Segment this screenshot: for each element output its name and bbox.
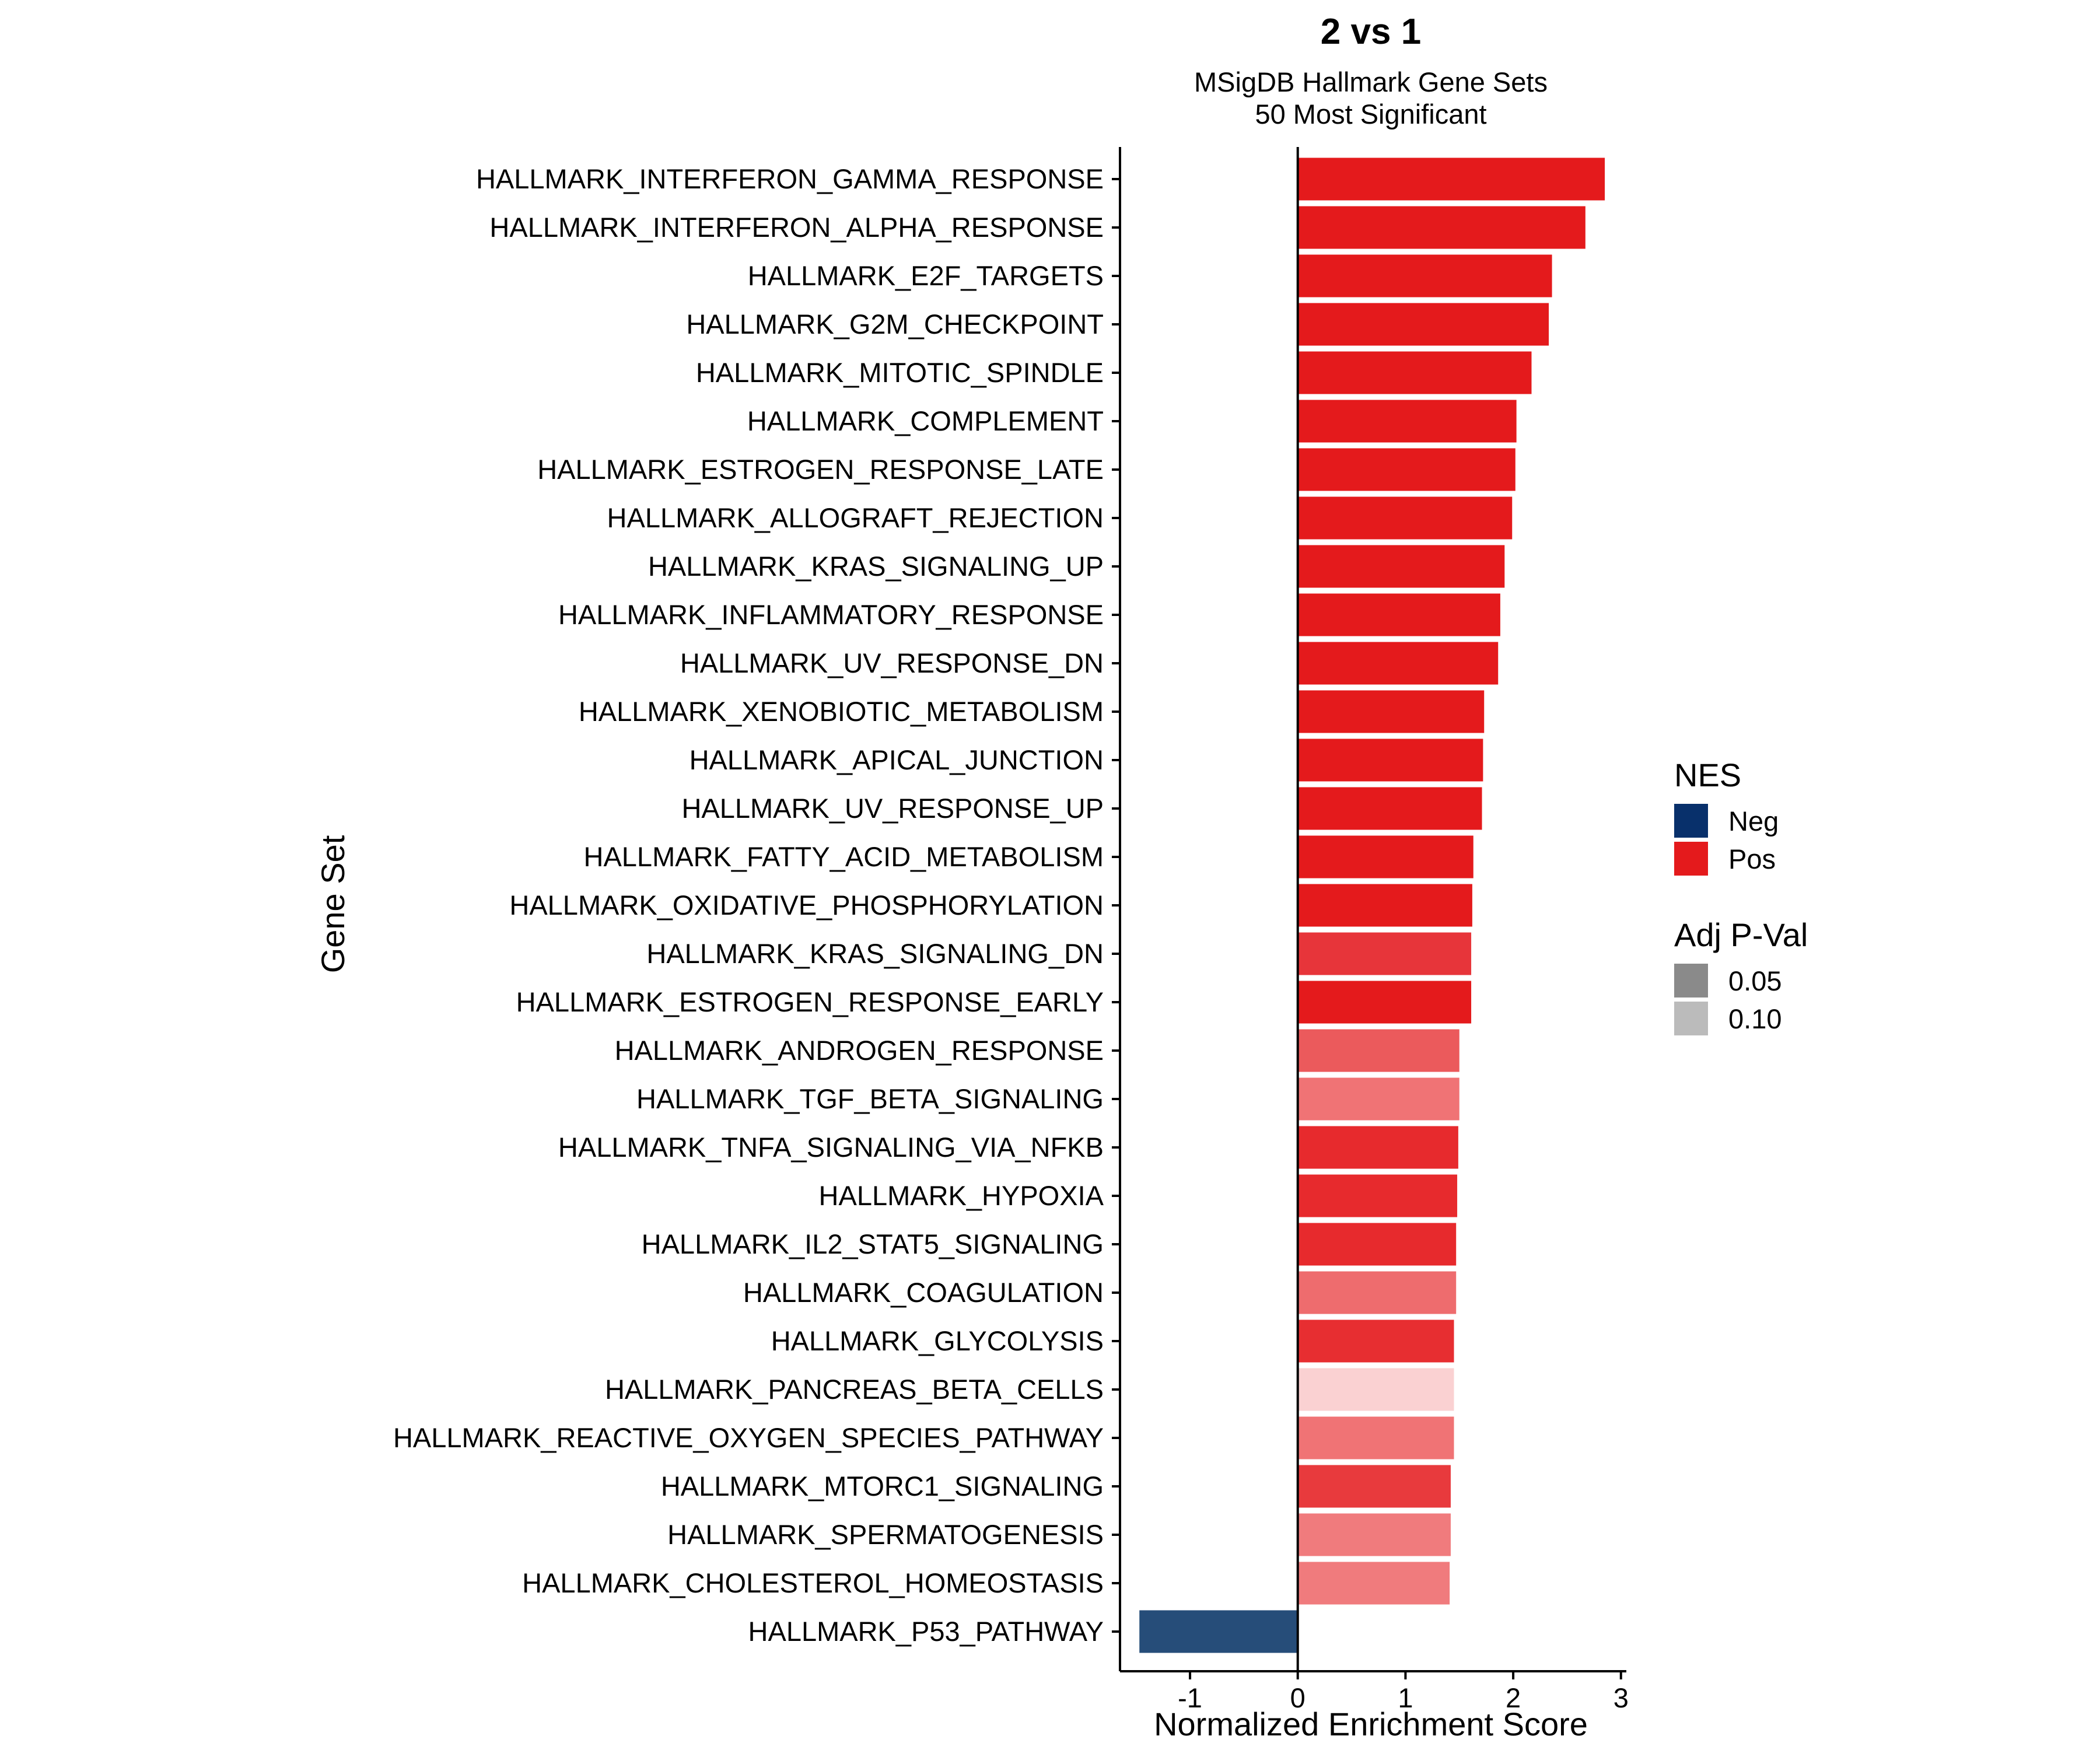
bar-hallmark-g2m-checkpoint xyxy=(1297,303,1549,346)
bar-hallmark-xenobiotic-metabolism xyxy=(1297,690,1485,733)
bar-hallmark-inflammatory-response xyxy=(1297,593,1500,636)
legend: NES Neg Pos Adj P-Val 0.05 0.10 xyxy=(1674,757,1808,1035)
category-label: HALLMARK_INTERFERON_GAMMA_RESPONSE xyxy=(476,163,1104,194)
bar-hallmark-estrogen-response-early xyxy=(1297,981,1472,1024)
bar-hallmark-coagulation xyxy=(1297,1271,1457,1314)
category-label: HALLMARK_GLYCOLYSIS xyxy=(771,1325,1104,1356)
category-label: HALLMARK_MITOTIC_SPINDLE xyxy=(696,357,1104,388)
category-label: HALLMARK_G2M_CHECKPOINT xyxy=(686,309,1104,340)
category-label: HALLMARK_COAGULATION xyxy=(743,1277,1104,1308)
bar-hallmark-kras-signaling-up xyxy=(1297,545,1505,588)
bar-hallmark-complement xyxy=(1297,400,1517,443)
category-label: HALLMARK_UV_RESPONSE_UP xyxy=(681,793,1104,824)
bar-hallmark-interferon-alpha-response xyxy=(1297,206,1586,249)
category-label: HALLMARK_INTERFERON_ALPHA_RESPONSE xyxy=(489,212,1104,243)
category-label: HALLMARK_ESTROGEN_RESPONSE_EARLY xyxy=(516,986,1104,1017)
legend-key-005 xyxy=(1674,964,1708,998)
legend-label: 0.05 xyxy=(1728,965,1782,996)
category-label: HALLMARK_ALLOGRAFT_REJECTION xyxy=(607,502,1104,533)
bar-hallmark-apical-junction xyxy=(1297,738,1483,782)
y-axis-title: Gene Set xyxy=(314,835,351,973)
x-tick-label: 0 xyxy=(1290,1682,1306,1713)
bar-hallmark-pancreas-beta-cells xyxy=(1297,1368,1454,1411)
legend-key-neg xyxy=(1674,804,1708,838)
bar-hallmark-reactive-oxygen-species-pathway xyxy=(1297,1416,1454,1460)
legend-title: NES xyxy=(1674,757,1741,793)
bars-layer xyxy=(1139,158,1605,1653)
category-label: HALLMARK_HYPOXIA xyxy=(819,1180,1104,1211)
category-label: HALLMARK_TNFA_SIGNALING_VIA_NFKB xyxy=(558,1132,1104,1163)
bar-hallmark-tgf-beta-signaling xyxy=(1297,1077,1460,1121)
bar-hallmark-mitotic-spindle xyxy=(1297,351,1532,394)
legend-key-pos xyxy=(1674,842,1708,876)
bar-hallmark-oxidative-phosphorylation xyxy=(1297,884,1472,927)
category-label: HALLMARK_UV_RESPONSE_DN xyxy=(680,648,1104,678)
bar-hallmark-estrogen-response-late xyxy=(1297,448,1516,491)
x-axis-title: Normalized Enrichment Score xyxy=(1154,1706,1588,1742)
bar-hallmark-p53-pathway xyxy=(1139,1610,1298,1653)
category-label: HALLMARK_IL2_STAT5_SIGNALING xyxy=(642,1228,1104,1259)
category-label: HALLMARK_APICAL_JUNCTION xyxy=(690,744,1104,775)
x-tick-label: 1 xyxy=(1398,1682,1413,1713)
chart-subtitle-line-1: MSigDB Hallmark Gene Sets xyxy=(1194,66,1548,97)
x-tick-label: -1 xyxy=(1178,1682,1202,1713)
legend-title: Adj P-Val xyxy=(1674,916,1808,953)
category-labels: HALLMARK_INTERFERON_GAMMA_RESPONSE HALLMA… xyxy=(393,163,1120,1647)
category-label: HALLMARK_FATTY_ACID_METABOLISM xyxy=(584,841,1104,872)
x-axis-ticks: -1 0 1 2 3 xyxy=(1178,1671,1629,1713)
bar-hallmark-allograft-rejection xyxy=(1297,496,1513,540)
bar-hallmark-hypoxia xyxy=(1297,1174,1458,1217)
bar-hallmark-spermatogenesis xyxy=(1297,1513,1451,1556)
category-label: HALLMARK_MTORC1_SIGNALING xyxy=(661,1471,1104,1502)
bar-hallmark-uv-response-dn xyxy=(1297,642,1499,685)
category-label: HALLMARK_SPERMATOGENESIS xyxy=(667,1519,1104,1550)
bar-hallmark-cholesterol-homeostasis xyxy=(1297,1562,1450,1605)
category-label: HALLMARK_TGF_BETA_SIGNALING xyxy=(636,1083,1104,1114)
bar-hallmark-il2-stat5-signaling xyxy=(1297,1223,1457,1266)
bar-hallmark-kras-signaling-dn xyxy=(1297,932,1472,975)
bar-hallmark-interferon-gamma-response xyxy=(1297,158,1605,201)
bar-hallmark-tnfa-signaling-via-nfkb xyxy=(1297,1126,1458,1169)
bar-hallmark-fatty-acid-metabolism xyxy=(1297,835,1474,878)
legend-label: Neg xyxy=(1728,806,1779,836)
category-label: HALLMARK_P53_PATHWAY xyxy=(748,1616,1104,1647)
category-label: HALLMARK_KRAS_SIGNALING_DN xyxy=(646,938,1104,969)
category-label: HALLMARK_PANCREAS_BETA_CELLS xyxy=(605,1374,1104,1405)
legend-label: Pos xyxy=(1728,844,1776,874)
category-label: HALLMARK_E2F_TARGETS xyxy=(748,260,1104,291)
category-label: HALLMARK_CHOLESTEROL_HOMEOSTASIS xyxy=(522,1567,1104,1598)
category-label: HALLMARK_INFLAMMATORY_RESPONSE xyxy=(558,599,1104,630)
bar-hallmark-mtorc1-signaling xyxy=(1297,1465,1451,1508)
legend-key-010 xyxy=(1674,1002,1708,1035)
bar-hallmark-e2f-targets xyxy=(1297,254,1552,298)
category-label: HALLMARK_KRAS_SIGNALING_UP xyxy=(648,551,1104,582)
category-label: HALLMARK_ANDROGEN_RESPONSE xyxy=(615,1035,1104,1066)
category-label: HALLMARK_REACTIVE_OXYGEN_SPECIES_PATHWAY xyxy=(393,1422,1104,1453)
category-label: HALLMARK_OXIDATIVE_PHOSPHORYLATION xyxy=(509,890,1104,921)
category-label: HALLMARK_ESTROGEN_RESPONSE_LATE xyxy=(537,454,1104,485)
legend-label: 0.10 xyxy=(1728,1003,1782,1034)
bar-hallmark-uv-response-up xyxy=(1297,787,1482,830)
bar-hallmark-androgen-response xyxy=(1297,1029,1460,1072)
x-tick-label: 2 xyxy=(1506,1682,1521,1713)
category-label: HALLMARK_XENOBIOTIC_METABOLISM xyxy=(579,696,1104,727)
x-tick-label: 3 xyxy=(1614,1682,1629,1713)
category-label: HALLMARK_COMPLEMENT xyxy=(747,405,1104,436)
chart-title: 2 vs 1 xyxy=(1321,12,1421,52)
chart-subtitle-line-2: 50 Most Significant xyxy=(1255,99,1486,130)
bar-hallmark-glycolysis xyxy=(1297,1320,1454,1363)
